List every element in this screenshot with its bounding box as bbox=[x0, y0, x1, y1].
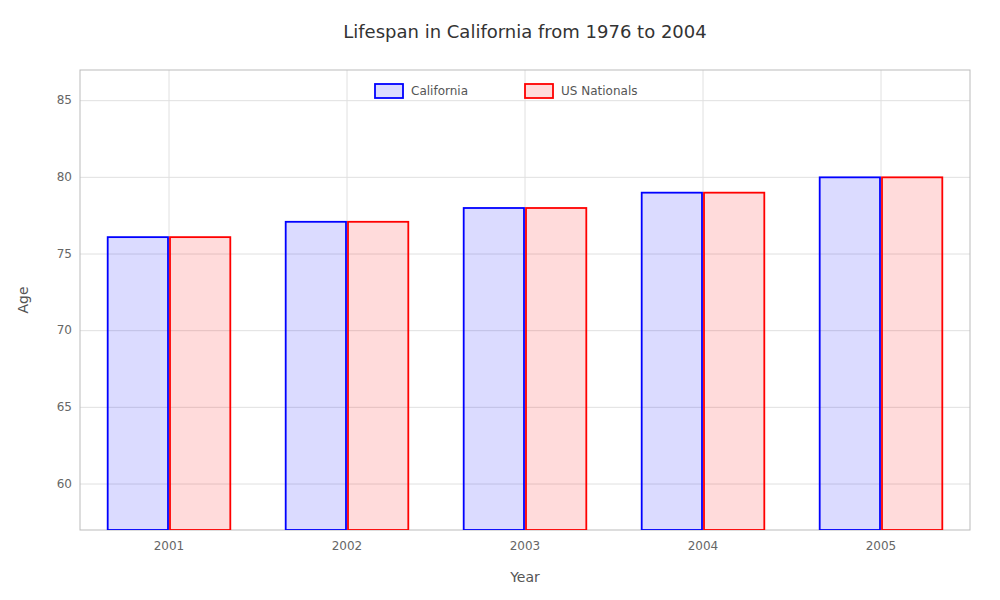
bar bbox=[526, 208, 586, 530]
y-axis-label: Age bbox=[15, 286, 31, 313]
bar bbox=[286, 222, 346, 530]
x-axis: 2001 2002 2003 2004 2005 bbox=[154, 539, 897, 553]
legend: California US Nationals bbox=[375, 84, 637, 99]
x-tick-label: 2004 bbox=[688, 539, 719, 553]
bar bbox=[464, 208, 524, 530]
chart: 60 65 70 75 80 85 2001 2002 2003 2004 2005 Lifespan… bbox=[0, 0, 1000, 600]
bar bbox=[820, 177, 880, 530]
bar bbox=[108, 237, 168, 530]
bar bbox=[348, 222, 408, 530]
bars bbox=[108, 177, 943, 530]
x-axis-label: Year bbox=[509, 569, 540, 585]
y-tick-label: 60 bbox=[57, 477, 72, 491]
y-tick-label: 65 bbox=[57, 400, 72, 414]
y-tick-label: 80 bbox=[57, 170, 72, 184]
x-tick-label: 2002 bbox=[332, 539, 363, 553]
x-tick-label: 2005 bbox=[866, 539, 897, 553]
y-axis: 60 65 70 75 80 85 bbox=[57, 93, 72, 490]
bar bbox=[170, 237, 230, 530]
y-tick-label: 70 bbox=[57, 323, 72, 337]
legend-label: US Nationals bbox=[561, 84, 637, 98]
grid bbox=[80, 70, 970, 530]
bar bbox=[642, 193, 702, 530]
title: Lifespan in California from 1976 to 2004 bbox=[343, 21, 706, 42]
bar bbox=[704, 193, 764, 530]
legend-swatch bbox=[525, 84, 553, 98]
y-tick-label: 85 bbox=[57, 93, 72, 107]
x-tick-label: 2003 bbox=[510, 539, 541, 553]
legend-swatch bbox=[375, 84, 403, 98]
x-tick-label: 2001 bbox=[154, 539, 185, 553]
legend-label: California bbox=[411, 84, 468, 98]
y-tick-label: 75 bbox=[57, 247, 72, 261]
plot-frame bbox=[80, 70, 970, 530]
bar bbox=[882, 177, 942, 530]
